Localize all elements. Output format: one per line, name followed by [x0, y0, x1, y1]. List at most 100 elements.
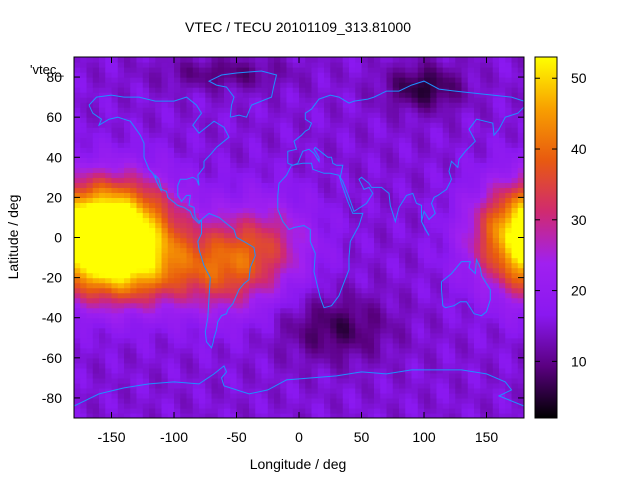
heat-cell	[205, 337, 213, 344]
heat-cell	[342, 227, 350, 234]
heat-cell	[424, 187, 431, 193]
heat-cell	[474, 197, 481, 203]
heat-cell	[274, 142, 281, 148]
heat-cell	[299, 332, 306, 339]
heat-cell	[492, 222, 500, 229]
heat-cell	[167, 207, 175, 214]
heat-cell	[461, 117, 469, 123]
heat-cell	[449, 102, 456, 108]
heat-cell	[217, 352, 225, 359]
heat-cell	[161, 387, 169, 394]
heat-cell	[499, 347, 506, 354]
heat-cell	[374, 387, 381, 394]
heat-cell	[299, 242, 306, 249]
heat-cell	[411, 82, 419, 88]
heat-cell	[124, 122, 131, 128]
heat-cell	[499, 192, 506, 198]
heat-cell	[161, 102, 169, 108]
heat-cell	[336, 207, 344, 214]
heat-cell	[411, 107, 419, 113]
heat-cell	[149, 207, 156, 214]
heat-cell	[80, 237, 88, 244]
heat-cell	[267, 272, 275, 279]
heat-cell	[74, 97, 81, 103]
heat-cell	[399, 237, 406, 244]
heat-cell	[361, 187, 369, 193]
heat-cell	[317, 352, 325, 359]
heat-cell	[505, 122, 513, 128]
heat-cell	[224, 232, 231, 239]
heat-cell	[74, 227, 81, 234]
heat-cell	[105, 147, 113, 153]
heat-cell	[499, 212, 506, 219]
heat-cell	[324, 97, 331, 103]
heat-cell	[486, 167, 494, 173]
heat-cell	[230, 132, 238, 138]
heat-cell	[299, 212, 306, 219]
heat-cell	[386, 342, 394, 349]
heat-cell	[505, 107, 513, 113]
heat-cell	[361, 197, 369, 203]
heat-cell	[442, 322, 450, 329]
heat-cell	[130, 67, 138, 73]
heat-cell	[449, 367, 456, 374]
heat-cell	[255, 377, 263, 384]
heat-cell	[511, 267, 519, 274]
heat-cell	[349, 152, 356, 158]
heat-cell	[299, 97, 306, 103]
heat-cell	[355, 122, 363, 128]
heat-cell	[324, 282, 331, 289]
heat-cell	[274, 182, 281, 188]
heat-cell	[242, 262, 250, 269]
heat-cell	[80, 207, 88, 214]
heat-cell	[136, 302, 144, 309]
heat-cell	[242, 217, 250, 224]
heat-cell	[499, 177, 506, 183]
heat-cell	[461, 312, 469, 319]
heat-cell	[517, 387, 524, 394]
heat-cell	[292, 257, 300, 264]
heat-cell	[255, 402, 263, 409]
heat-cell	[192, 202, 200, 209]
heat-cell	[174, 162, 181, 168]
heat-cell	[236, 142, 244, 148]
heat-cell	[499, 382, 506, 389]
heat-cell	[199, 412, 206, 418]
heat-cell	[380, 117, 388, 123]
heat-cell	[136, 182, 144, 188]
heat-cell	[499, 312, 506, 319]
heat-cell	[180, 332, 188, 339]
heat-cell	[342, 202, 350, 209]
heat-cell	[405, 337, 413, 344]
heat-cell	[255, 177, 263, 183]
heat-cell	[161, 267, 169, 274]
heat-cell	[130, 157, 138, 163]
heat-cell	[405, 357, 413, 364]
heat-cell	[442, 287, 450, 294]
heat-cell	[130, 182, 138, 188]
heat-cell	[317, 302, 325, 309]
heat-cell	[205, 92, 213, 98]
heat-cell	[299, 197, 306, 203]
heat-cell	[217, 107, 225, 113]
heat-cell	[355, 92, 363, 98]
heat-cell	[517, 172, 524, 178]
heat-cell	[480, 162, 488, 168]
heat-cell	[367, 312, 375, 319]
heat-cell	[74, 212, 81, 219]
heat-cell	[92, 127, 100, 133]
heat-cell	[199, 237, 206, 244]
heat-cell	[349, 367, 356, 374]
heat-cell	[274, 227, 281, 234]
heat-cell	[92, 237, 100, 244]
heat-cell	[305, 207, 313, 214]
heat-cell	[92, 172, 100, 178]
heat-cell	[292, 392, 300, 399]
heat-cell	[386, 177, 394, 183]
heat-cell	[186, 392, 194, 399]
heat-cell	[217, 237, 225, 244]
heat-cell	[224, 362, 231, 369]
heat-cell	[405, 197, 413, 203]
heat-cell	[149, 327, 156, 334]
heat-cell	[517, 412, 524, 418]
